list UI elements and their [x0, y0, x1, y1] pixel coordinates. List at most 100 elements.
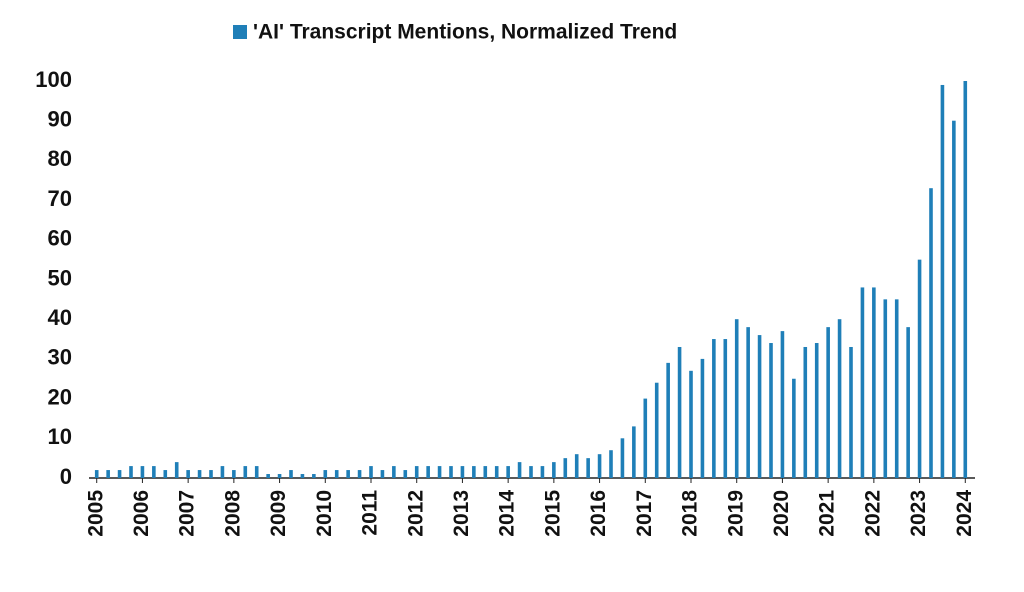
bar: [483, 466, 488, 478]
x-tick-label: 2018: [679, 490, 702, 537]
y-tick-label: 20: [48, 384, 72, 409]
bar: [529, 466, 533, 478]
bar: [460, 466, 465, 478]
bar: [609, 450, 613, 478]
bar: [689, 370, 693, 478]
bar: [392, 466, 396, 478]
bar: [220, 466, 225, 478]
bar: [380, 470, 385, 478]
bar: [494, 466, 499, 478]
x-tick-label: 2005: [84, 490, 107, 537]
x-tick-label: 2012: [404, 490, 427, 537]
bar: [654, 382, 659, 478]
bar: [860, 287, 865, 478]
x-tick-label: 2008: [221, 490, 244, 537]
bar: [906, 327, 910, 478]
bar: [174, 462, 179, 478]
bar: [723, 339, 728, 478]
x-tick-label: 2021: [816, 490, 839, 537]
x-tick-label: 2020: [770, 490, 793, 537]
bar: [426, 466, 430, 478]
bar: [277, 474, 282, 478]
bar: [712, 339, 716, 478]
bar: [597, 454, 602, 478]
bar: [346, 470, 350, 478]
bar: [289, 470, 293, 478]
bar: [506, 466, 510, 478]
bar: [300, 474, 305, 478]
legend-swatch: [233, 25, 247, 39]
y-tick-label: 10: [48, 424, 72, 449]
bar: [369, 466, 373, 478]
bar: [952, 120, 956, 478]
y-tick-label: 80: [48, 146, 72, 171]
y-tick-label: 100: [35, 67, 72, 92]
bar: [117, 470, 122, 478]
bar: [803, 346, 808, 478]
bar: [403, 470, 408, 478]
bar: [437, 466, 442, 478]
bar: [552, 462, 556, 478]
bar: [243, 466, 248, 478]
bar: [780, 331, 785, 478]
x-tick-label: 2015: [541, 490, 564, 537]
legend-label: 'AI' Transcript Mentions, Normalized Tre…: [253, 21, 677, 44]
x-tick-label: 2011: [359, 490, 382, 536]
y-tick-label: 0: [60, 464, 72, 489]
x-tick-label: 2010: [313, 490, 336, 537]
bar: [700, 358, 705, 478]
bar: [929, 188, 933, 478]
bar: [620, 438, 625, 478]
bar: [826, 327, 830, 478]
x-tick-label: 2009: [267, 490, 290, 537]
bar: [129, 466, 133, 478]
bar: [186, 470, 190, 478]
bar: [792, 378, 796, 478]
bar: [209, 470, 213, 478]
bar: [106, 470, 110, 478]
bar: [449, 466, 453, 478]
x-tick-label: 2024: [953, 490, 976, 537]
y-tick-label: 40: [48, 305, 72, 330]
bar: [563, 458, 568, 478]
x-tick-label: 2007: [176, 490, 199, 537]
bar: [266, 474, 270, 478]
x-tick-label: 2019: [724, 490, 747, 537]
bar: [769, 343, 773, 478]
bar: [254, 466, 259, 478]
bar: [940, 84, 945, 478]
y-tick-label: 50: [48, 265, 72, 290]
bar: [632, 426, 636, 478]
bar: [414, 466, 419, 478]
bar: [163, 470, 168, 478]
bar: [814, 343, 819, 478]
y-tick-label: 30: [48, 345, 72, 370]
bar: [517, 462, 522, 478]
y-tick-label: 70: [48, 186, 72, 211]
bar: [757, 335, 762, 478]
bar: [837, 319, 842, 478]
y-tick-label: 60: [48, 226, 72, 251]
bar: [666, 362, 670, 478]
y-tick-label: 90: [48, 107, 72, 132]
bar: [152, 466, 156, 478]
bar: [197, 470, 202, 478]
bar: [574, 454, 579, 478]
x-tick-label: 2022: [861, 490, 884, 537]
bar: [540, 466, 545, 478]
x-tick-label: 2023: [907, 490, 930, 537]
bar: [746, 327, 750, 478]
x-tick-label: 2016: [587, 490, 610, 537]
bar: [312, 474, 316, 478]
bar: [232, 470, 236, 478]
bar: [94, 470, 99, 478]
bar: [872, 287, 876, 478]
bar: [883, 299, 888, 478]
bar: [849, 346, 853, 478]
bar: [323, 470, 328, 478]
bar: [140, 466, 145, 478]
x-tick-label: 2013: [450, 490, 473, 537]
x-tick-label: 2014: [496, 490, 519, 537]
x-tick-label: 2006: [130, 490, 153, 537]
